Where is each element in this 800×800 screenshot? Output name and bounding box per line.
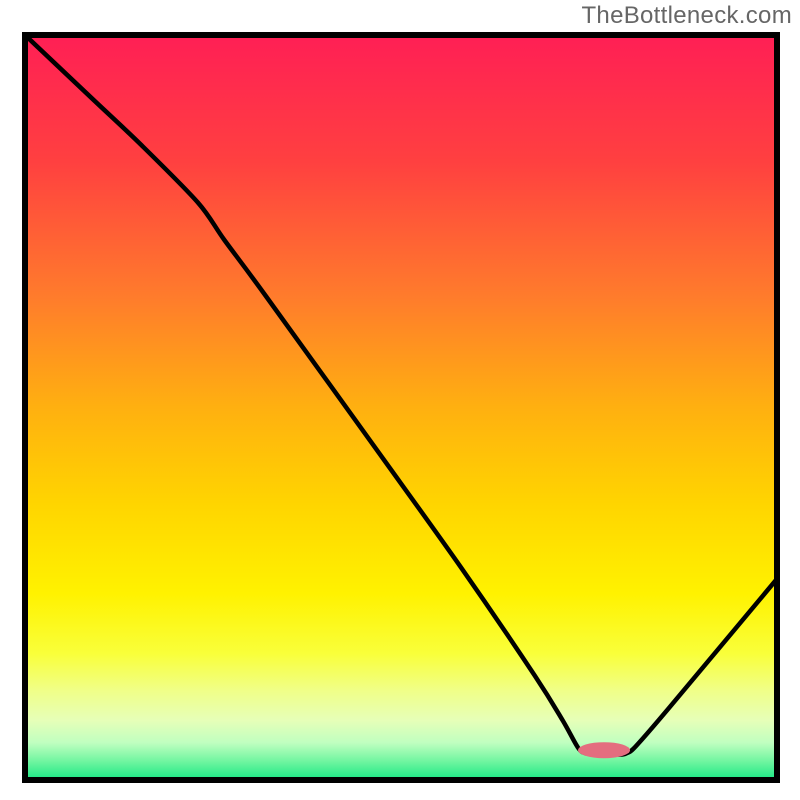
optimum-marker [578, 742, 630, 758]
chart-root: TheBottleneck.com [0, 0, 800, 800]
gradient-background [25, 35, 777, 780]
bottleneck-chart [0, 0, 800, 800]
watermark-label: TheBottleneck.com [581, 2, 792, 30]
